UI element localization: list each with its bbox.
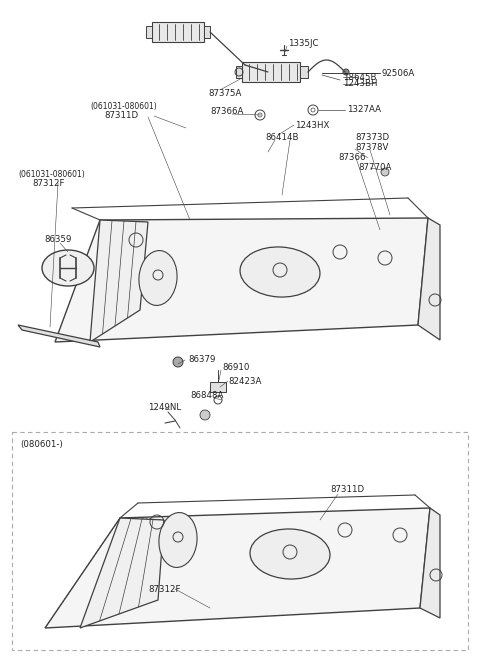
Text: (061031-080601): (061031-080601) <box>90 102 157 112</box>
Text: 1243BH: 1243BH <box>343 79 377 89</box>
Text: 1249NL: 1249NL <box>148 403 181 413</box>
Text: 87311D: 87311D <box>104 112 138 120</box>
Polygon shape <box>18 325 100 347</box>
Text: 82423A: 82423A <box>228 376 262 386</box>
Text: (061031-080601): (061031-080601) <box>18 171 85 179</box>
Text: 18645B: 18645B <box>343 74 376 83</box>
Ellipse shape <box>139 250 177 306</box>
Polygon shape <box>204 26 210 38</box>
Text: 86359: 86359 <box>44 235 72 244</box>
Text: 87375A: 87375A <box>208 89 241 97</box>
Polygon shape <box>90 220 148 342</box>
Bar <box>12 432 468 650</box>
Ellipse shape <box>240 247 320 297</box>
Ellipse shape <box>250 529 330 579</box>
Text: 87373D: 87373D <box>355 133 389 143</box>
Text: 87366: 87366 <box>338 154 365 162</box>
Circle shape <box>343 69 349 75</box>
Text: 87312F: 87312F <box>32 179 64 189</box>
Text: 86910: 86910 <box>222 363 250 373</box>
Text: 92506A: 92506A <box>382 68 415 78</box>
Circle shape <box>173 357 183 367</box>
Text: 86848A: 86848A <box>190 392 223 401</box>
Text: 1243HX: 1243HX <box>295 120 329 129</box>
Polygon shape <box>418 218 440 340</box>
Text: 86379: 86379 <box>188 355 216 363</box>
Polygon shape <box>80 518 164 628</box>
Polygon shape <box>146 26 152 38</box>
Text: (080601-): (080601-) <box>20 440 63 449</box>
Polygon shape <box>242 62 300 82</box>
Text: 1335JC: 1335JC <box>288 39 319 49</box>
Polygon shape <box>236 66 242 78</box>
Circle shape <box>200 410 210 420</box>
Text: 87770A: 87770A <box>358 162 391 171</box>
Text: 1327AA: 1327AA <box>347 106 381 114</box>
Text: 87366A: 87366A <box>210 108 243 116</box>
Ellipse shape <box>42 250 94 286</box>
Polygon shape <box>210 382 226 392</box>
Polygon shape <box>300 66 308 78</box>
Polygon shape <box>420 508 440 618</box>
Polygon shape <box>55 218 428 342</box>
Ellipse shape <box>159 512 197 568</box>
Polygon shape <box>152 22 204 42</box>
Text: 87311D: 87311D <box>330 486 364 495</box>
Circle shape <box>381 168 389 176</box>
Polygon shape <box>45 508 430 628</box>
Text: 87312F: 87312F <box>148 585 180 595</box>
Text: 87378V: 87378V <box>355 143 388 152</box>
Text: 86414B: 86414B <box>265 133 299 143</box>
